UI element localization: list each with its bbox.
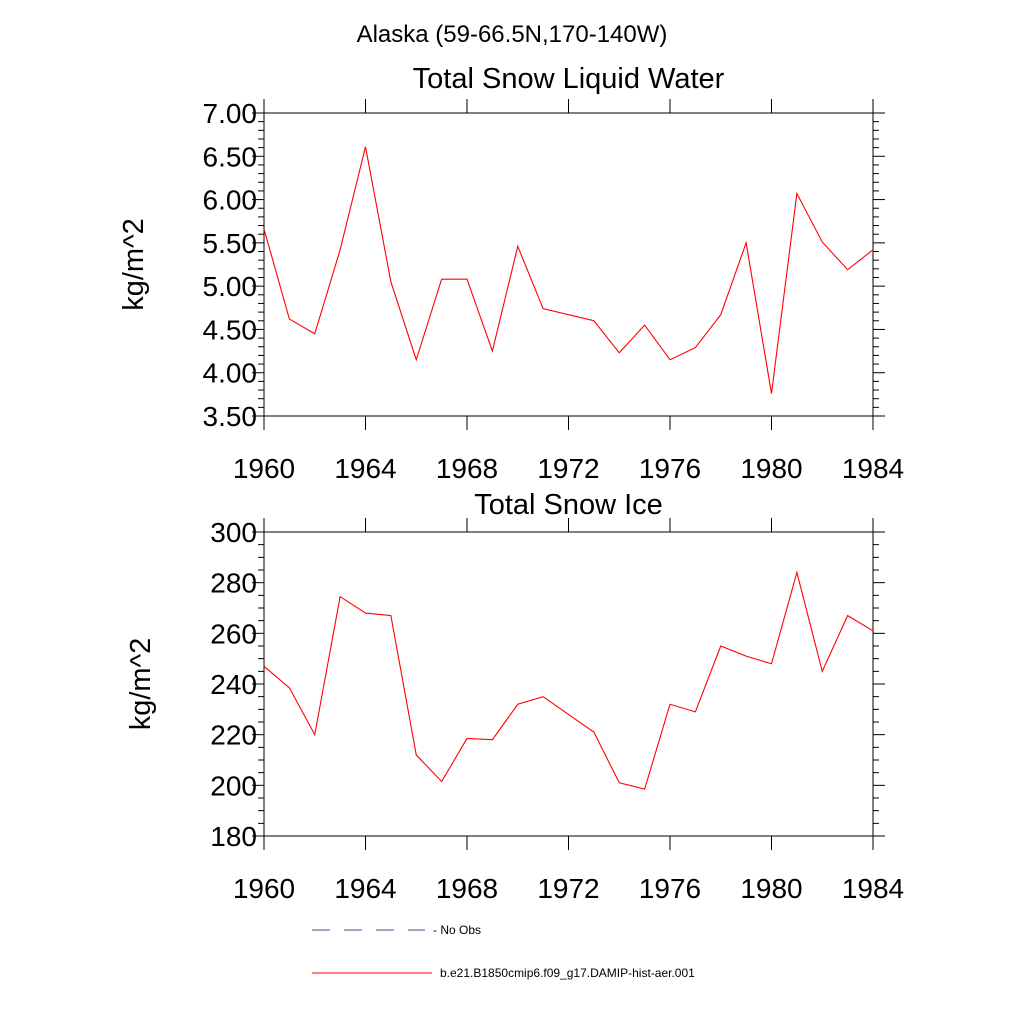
- y-tick-label: 3.50: [203, 401, 258, 432]
- chart-panels: Total Snow Liquid Water kg/m^2 3.50 4.00 4.5…: [118, 63, 904, 904]
- plot-frame: [263, 112, 874, 417]
- y-tick-label: 220: [210, 720, 257, 751]
- x-tick-label: 1972: [537, 873, 599, 904]
- y-tick-label: 4.50: [203, 314, 258, 345]
- x-tick-label: 1980: [740, 873, 802, 904]
- x-tick-label: 1972: [537, 453, 599, 484]
- chart-panel-2: Total Snow Ice kg/m^2 180 200 220 240 260 280 30…: [125, 489, 904, 904]
- y-tick-label: 6.50: [203, 141, 258, 172]
- y-tick-label: 5.50: [203, 228, 258, 259]
- panel-title: Total Snow Ice: [474, 489, 663, 521]
- y-axis-label: kg/m^2: [118, 218, 150, 311]
- x-tick-label: 1960: [233, 453, 295, 484]
- series-line-1: [263, 570, 874, 790]
- x-tick-label: 1984: [842, 453, 904, 484]
- chart-panel-1: Total Snow Liquid Water kg/m^2 3.50 4.00 4.5…: [118, 63, 904, 484]
- y-tick-label: 300: [210, 517, 257, 548]
- x-tick-label: 1976: [639, 453, 701, 484]
- y-tick-label: 5.00: [203, 271, 258, 302]
- legend-label-model: b.e21.B1850cmip6.f09_g17.DAMIP-hist-aer.…: [440, 966, 695, 980]
- x-tick-label: 1960: [233, 873, 295, 904]
- figure-title: Alaska (59-66.5N,170-140W): [357, 21, 668, 48]
- x-tick-label: 1964: [334, 873, 396, 904]
- y-tick-label: 280: [210, 568, 257, 599]
- y-tick-label: 240: [210, 669, 257, 700]
- y-tick-label: 260: [210, 618, 257, 649]
- y-tick-label: 4.00: [203, 358, 258, 389]
- x-tick-label: 1968: [436, 873, 498, 904]
- x-tick-label: 1964: [334, 453, 396, 484]
- x-tick-label: 1976: [639, 873, 701, 904]
- series-line-1: [263, 146, 874, 394]
- legend: - No Obs b.e21.B1850cmip6.f09_g17.DAMIP-…: [312, 923, 695, 980]
- y-tick-label: 200: [210, 770, 257, 801]
- y-tick-label: 6.00: [203, 185, 258, 216]
- y-tick-label: 180: [210, 821, 257, 852]
- y-tick-label: 7.00: [203, 98, 258, 129]
- x-tick-label: 1984: [842, 873, 904, 904]
- panel-title: Total Snow Liquid Water: [413, 63, 725, 95]
- legend-label-no-obs: - No Obs: [433, 923, 481, 937]
- y-axis-label: kg/m^2: [125, 638, 157, 731]
- x-tick-label: 1980: [740, 453, 802, 484]
- x-tick-label: 1968: [436, 453, 498, 484]
- plot-frame: [263, 531, 874, 837]
